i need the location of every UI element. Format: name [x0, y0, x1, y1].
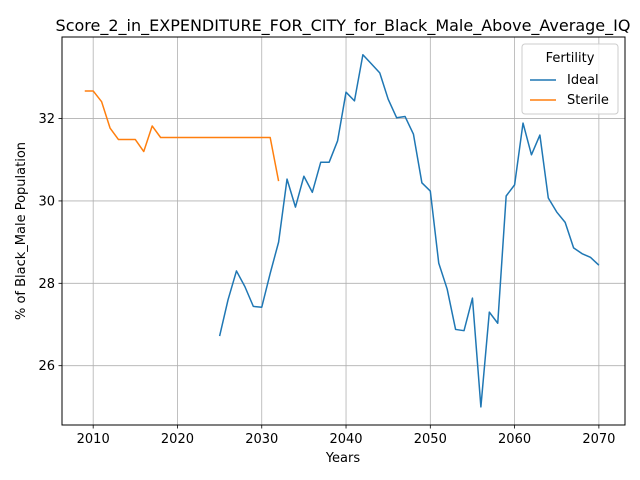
series-line-ideal [218, 53, 600, 408]
series-lines [84, 53, 600, 408]
legend-label-ideal: Ideal [567, 73, 599, 88]
x-tick-label: 2030 [245, 432, 278, 447]
legend: Fertility Ideal Sterile [521, 43, 619, 115]
legend-box [521, 43, 619, 115]
y-tick-label: 26 [38, 359, 55, 374]
y-tick-label: 28 [38, 277, 55, 292]
x-tick-label: 2050 [414, 432, 447, 447]
y-tick-label: 30 [38, 194, 55, 209]
x-tick-label: 2040 [329, 432, 362, 447]
legend-title: Fertility [546, 51, 595, 66]
legend-label-sterile: Sterile [567, 93, 609, 108]
x-axis: 2010 2020 2030 2040 2050 2060 2070 [77, 425, 615, 447]
plot-frame [61, 36, 626, 426]
x-tick-label: 2060 [498, 432, 531, 447]
x-tick-label: 2020 [161, 432, 194, 447]
x-tick-label: 2070 [582, 432, 615, 447]
y-axis: 26 28 30 32 [38, 112, 62, 374]
x-tick-label: 2010 [77, 432, 110, 447]
y-tick-label: 32 [38, 112, 55, 127]
chart-title: Score_2_in_EXPENDITURE_FOR_CITY_for_Blac… [56, 16, 631, 36]
x-axis-label: Years [325, 451, 361, 466]
y-axis-label: % of Black_Male Population [14, 142, 29, 320]
series-line-sterile [84, 90, 280, 182]
grid-lines [62, 37, 625, 425]
